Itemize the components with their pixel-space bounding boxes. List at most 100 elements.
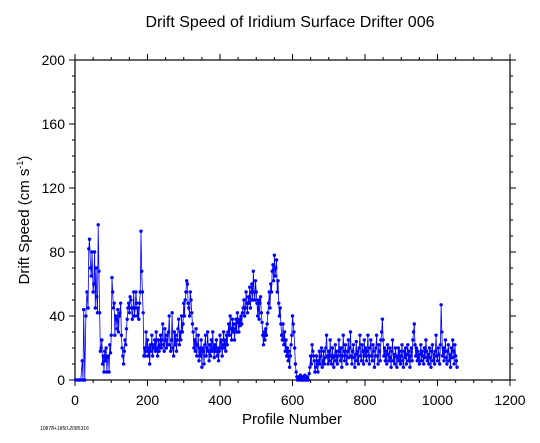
data-point [263, 327, 268, 331]
data-point [416, 355, 421, 360]
data-point [445, 349, 450, 353]
data-point [384, 349, 388, 353]
data-point [325, 354, 329, 358]
data-point [253, 298, 257, 302]
data-point [430, 343, 435, 347]
data-point [408, 354, 413, 358]
data-point [405, 352, 409, 357]
data-point [253, 279, 258, 283]
data-point [101, 354, 105, 358]
data-point [453, 343, 457, 347]
data-point [451, 349, 456, 353]
data-point [164, 346, 169, 350]
x-tick-label: 600 [281, 392, 305, 408]
data-point [170, 311, 174, 315]
data-point [113, 333, 117, 337]
data-point [195, 343, 200, 347]
data-point [320, 365, 324, 369]
chart-title: Drift Speed of Iridium Surface Drifter 0… [145, 14, 434, 31]
data-point [311, 349, 315, 353]
data-point [248, 285, 252, 289]
data-point [205, 346, 209, 350]
data-point [353, 365, 357, 369]
data-point [332, 354, 337, 358]
data-point [88, 266, 93, 270]
data-point [194, 327, 198, 331]
data-point [324, 346, 328, 350]
data-point [350, 362, 354, 366]
data-point [282, 330, 287, 334]
data-point [187, 314, 192, 318]
data-point [217, 349, 221, 353]
data-point [343, 359, 347, 363]
data-point [243, 306, 248, 310]
data-point [229, 327, 233, 331]
data-point [428, 355, 432, 360]
data-point [176, 317, 181, 321]
x-tick-label: 0 [71, 392, 79, 408]
data-point [158, 343, 162, 347]
data-point [198, 346, 202, 350]
data-point [424, 338, 428, 342]
data-point [192, 346, 196, 350]
data-point [147, 346, 151, 350]
data-point [388, 355, 393, 360]
data-point [265, 322, 269, 326]
data-point [106, 354, 111, 358]
data-point [337, 349, 342, 353]
data-point [148, 343, 153, 347]
data-point [187, 306, 191, 310]
data-point [395, 355, 400, 360]
data-point [219, 338, 224, 342]
data-point [419, 359, 424, 363]
data-point [386, 352, 390, 357]
data-point [111, 306, 116, 310]
data-point [313, 370, 317, 374]
data-point [174, 349, 179, 353]
data-point [318, 362, 322, 366]
data-point [234, 317, 238, 321]
x-tick-label: 1000 [422, 392, 453, 408]
data-point [282, 343, 286, 347]
data-point [91, 290, 95, 294]
data-point [235, 311, 240, 315]
data-point [172, 330, 177, 334]
y-axis-label-tail: ) [16, 156, 33, 161]
data-point [224, 349, 228, 353]
data-point [345, 362, 349, 366]
data-point [442, 359, 446, 363]
data-point [161, 343, 166, 347]
data-point [375, 354, 380, 358]
data-point [219, 346, 223, 350]
data-point [89, 274, 94, 278]
data-point [127, 311, 132, 315]
data-point [382, 346, 387, 350]
data-point [94, 266, 98, 270]
data-point [158, 333, 163, 337]
data-point [80, 359, 84, 363]
data-point [411, 338, 415, 342]
data-point [369, 354, 374, 358]
data-point [332, 365, 336, 369]
data-point [404, 362, 409, 366]
data-point [429, 365, 433, 369]
data-point [346, 338, 351, 342]
data-point [436, 346, 440, 350]
data-point [208, 354, 213, 358]
data-point [348, 346, 352, 350]
data-point [237, 317, 242, 321]
data-point [305, 375, 309, 379]
data-point [261, 343, 266, 347]
data-point [350, 349, 355, 353]
x-tick-label: 400 [208, 392, 232, 408]
data-point [212, 355, 216, 360]
data-point [179, 338, 183, 342]
data-point [205, 330, 210, 334]
data-point [266, 301, 271, 305]
data-point [226, 330, 230, 334]
data-point [438, 343, 443, 347]
data-point [221, 330, 226, 334]
data-point [434, 333, 438, 337]
data-point [150, 354, 155, 358]
data-point [427, 362, 431, 366]
